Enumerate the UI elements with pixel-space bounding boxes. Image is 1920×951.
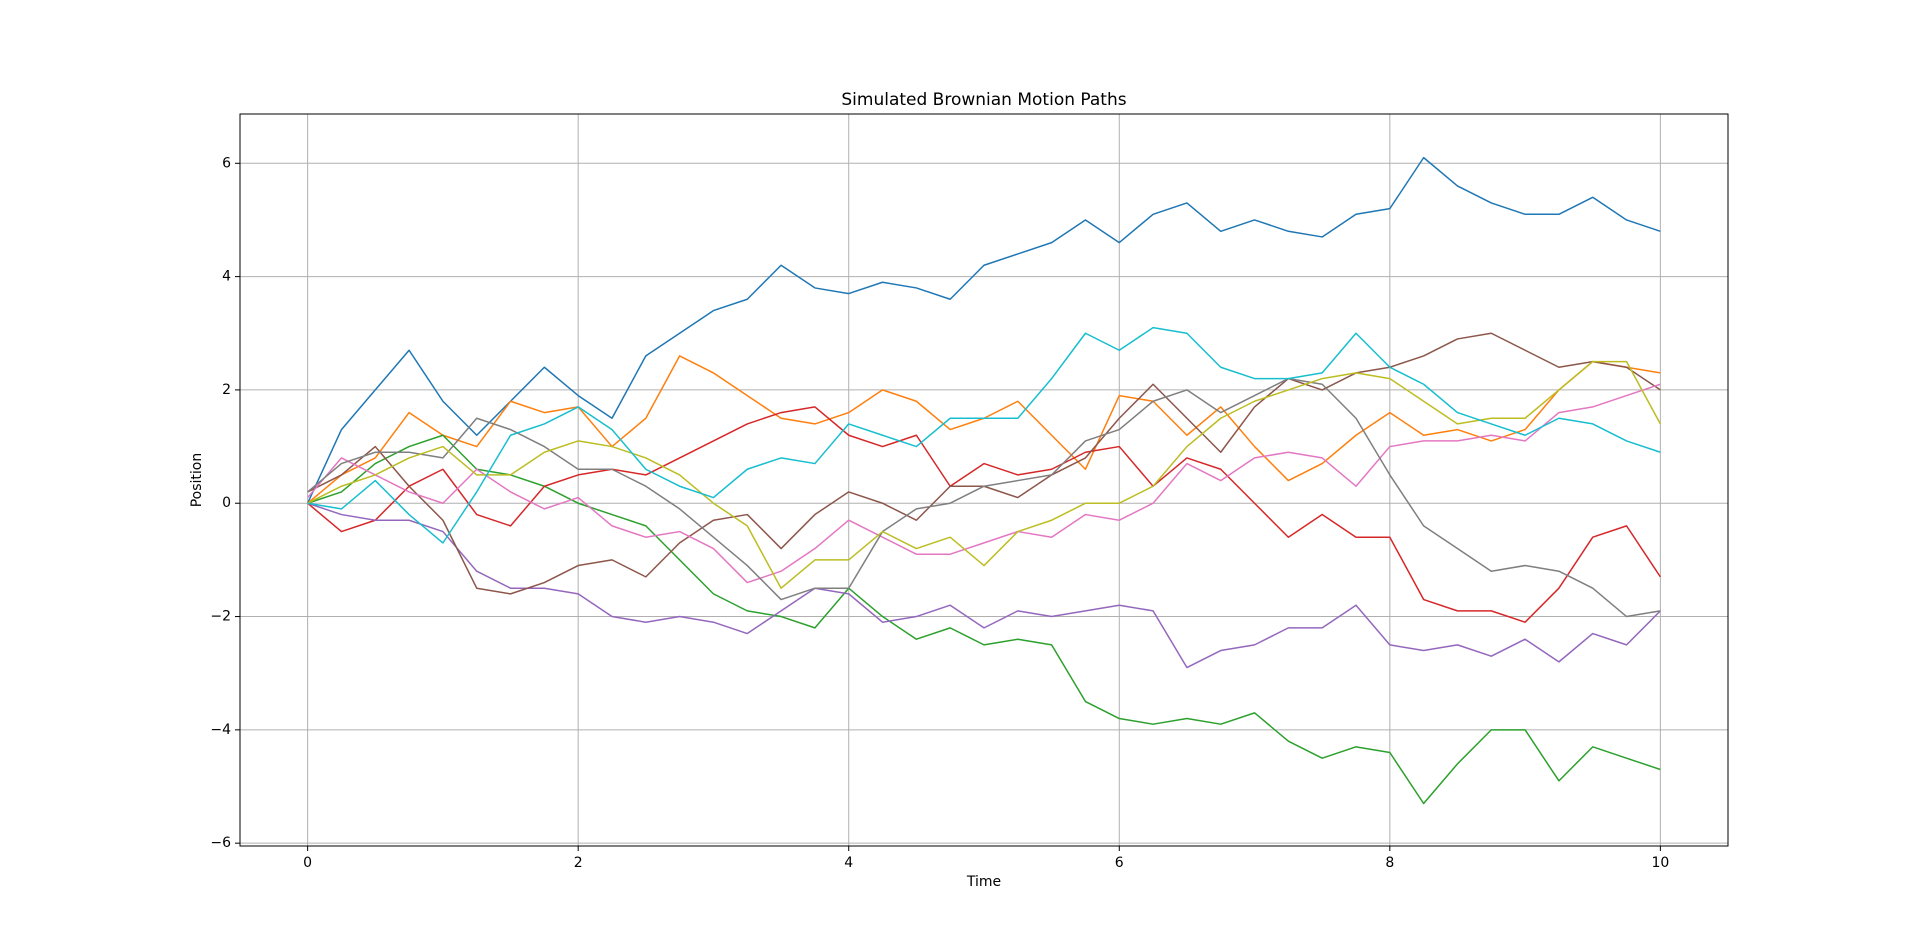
x-tick-label: 10 xyxy=(1651,855,1669,871)
plot-frame xyxy=(239,113,1729,847)
y-tick-label: 4 xyxy=(222,269,231,285)
y-tick-label: 0 xyxy=(222,495,231,511)
series-line xyxy=(307,434,1661,805)
chart-title: Simulated Brownian Motion Paths xyxy=(841,90,1126,110)
x-tick-label: 2 xyxy=(574,855,583,871)
y-axis-label: Position xyxy=(189,453,205,508)
series-line xyxy=(307,383,1661,584)
x-tick-label: 8 xyxy=(1385,855,1394,871)
series-line xyxy=(307,377,1661,618)
y-tick-label: −2 xyxy=(210,609,231,625)
x-axis-label: Time xyxy=(966,874,1001,890)
y-tick-label: 2 xyxy=(222,382,231,398)
y-tick-label: −6 xyxy=(210,835,231,851)
x-tick-label: 0 xyxy=(303,855,312,871)
y-tick-label: 6 xyxy=(222,155,231,171)
y-tick-label: −4 xyxy=(210,722,231,738)
x-tick-label: 4 xyxy=(844,855,853,871)
series-line xyxy=(306,156,1661,504)
series-line xyxy=(307,406,1661,623)
x-tick-label: 6 xyxy=(1115,855,1124,871)
series-line xyxy=(307,360,1662,589)
series-line xyxy=(307,502,1661,669)
series-line xyxy=(307,326,1661,544)
